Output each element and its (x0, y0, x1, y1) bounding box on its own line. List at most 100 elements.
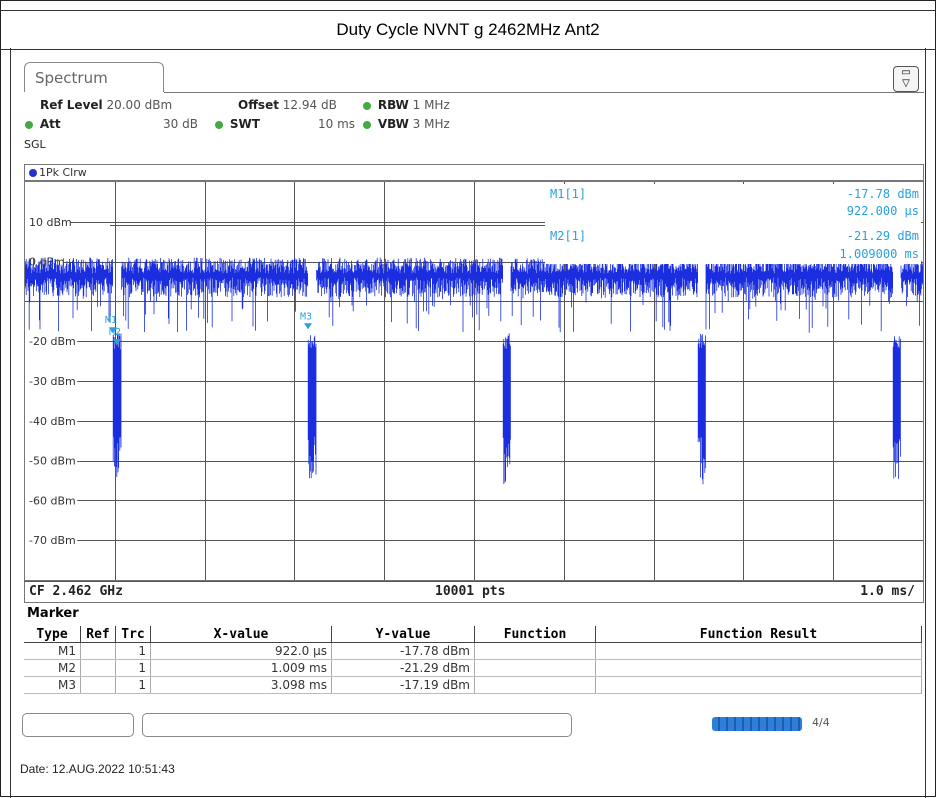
swt-label: SWT (229, 117, 260, 131)
marker-function-result (595, 659, 922, 677)
y-tick-label-bg (25, 452, 78, 467)
marker-type: M3 (24, 676, 81, 694)
page-title: Duty Cycle NVNT g 2462MHz Ant2 (0, 10, 936, 50)
menu-toggle-icon[interactable]: ▭ ▽ (893, 66, 919, 92)
marker-ref (80, 642, 116, 660)
y-tick-label: -50 dBm (29, 455, 76, 468)
ref-level-setting: Ref Level 20.00 dBm (40, 98, 172, 112)
col-y-value: Y-value (331, 626, 475, 643)
marker-readout-text: -17.78 dBm (847, 187, 919, 201)
spectrum-plot[interactable]: 10 dBm 0 dBm -20 dBm -30 dBm -40 dBm -50 dBm -… (24, 181, 924, 581)
offset-label: Offset (238, 98, 279, 112)
col-trc: Trc (115, 626, 151, 643)
marker-readout-text: 1.009000 ms (840, 247, 919, 261)
marker-readout-text: -21.29 dBm (847, 229, 919, 243)
marker-flag-icon (113, 339, 121, 346)
offset-setting: Offset 12.94 dB (238, 98, 337, 112)
vbw-setting: VBW 3 MHz (360, 117, 450, 131)
col-type: Type (24, 626, 81, 643)
att-value: 30 dB (163, 117, 198, 131)
marker-ref (80, 676, 116, 694)
sweep-points: 10001 pts (435, 584, 506, 599)
marker-function-result (595, 676, 922, 694)
offset-value: 12.94 dB (282, 98, 337, 112)
col-function: Function (474, 626, 596, 643)
marker-readout-bg (545, 184, 921, 264)
tab-spectrum[interactable]: Spectrum (24, 62, 164, 92)
marker-label: M3 (300, 311, 312, 322)
status-field-left[interactable] (22, 713, 134, 737)
y-tick-label: -60 dBm (29, 494, 76, 507)
center-frequency: CF 2.462 GHz (29, 584, 123, 599)
marker-table-header: Type Ref Trc X-value Y-value Function Fu… (24, 626, 922, 643)
marker-x-value: 3.098 ms (150, 676, 332, 694)
trace-label: 1Pk Clrw (39, 166, 87, 179)
marker-function-result (595, 642, 922, 660)
marker-function (474, 676, 596, 694)
y-tick-label-bg (25, 492, 78, 507)
table-row[interactable]: M2 1 1.009 ms -21.29 dBm (24, 659, 922, 677)
y-tick-label: -30 dBm (29, 375, 76, 388)
swt-indicator-icon (215, 120, 223, 129)
att-value-group: 30 dB (163, 117, 198, 131)
sweep-mode: SGL (24, 138, 46, 151)
marker-y-value: -17.19 dBm (331, 676, 475, 694)
y-tick-label-bg (25, 412, 78, 427)
table-row[interactable]: M3 1 3.098 ms -17.19 dBm (24, 676, 922, 694)
swt-value-group: 10 ms (318, 117, 355, 131)
y-tick-label-bg (25, 333, 78, 348)
marker-table: Type Ref Trc X-value Y-value Function Fu… (24, 626, 922, 694)
trace-indicator-icon (29, 169, 37, 177)
marker-label: M1 (105, 315, 117, 326)
marker-readout-text: 922.000 µs (847, 204, 919, 218)
frame-left-border (10, 48, 11, 798)
marker-type: M1 (24, 642, 81, 660)
ref-level-label: Ref Level (40, 98, 103, 112)
marker-flag-icon (304, 323, 312, 330)
progress-label: 4/4 (812, 716, 830, 729)
swt-setting: SWT (212, 117, 260, 131)
plot-footer: CF 2.462 GHz 10001 pts 1.0 ms/ (24, 581, 924, 603)
marker-table-title: Marker (27, 606, 79, 621)
att-label: Att (39, 117, 61, 131)
trace-line (25, 257, 923, 485)
y-tick-label: 10 dBm (29, 216, 72, 229)
marker-function (474, 659, 596, 677)
y-tick-label-bg (25, 373, 78, 387)
vbw-value: 3 MHz (412, 117, 450, 131)
marker-trace: 1 (115, 676, 151, 694)
marker-x-value: 1.009 ms (150, 659, 332, 677)
rbw-indicator-icon (363, 101, 371, 110)
frame-right-border (925, 48, 926, 798)
att-indicator-icon (25, 120, 33, 129)
marker-trace: 1 (115, 642, 151, 660)
status-field-message[interactable] (142, 713, 572, 737)
capture-date: Date: 12.AUG.2022 10:51:43 (20, 762, 175, 776)
col-ref: Ref (80, 626, 116, 643)
att-setting: Att (22, 117, 61, 131)
col-x-value: X-value (150, 626, 332, 643)
vbw-indicator-icon (363, 120, 371, 129)
marker-function (474, 642, 596, 660)
marker-trace: 1 (115, 659, 151, 677)
marker-type: M2 (24, 659, 81, 677)
swt-value: 10 ms (318, 117, 356, 131)
tab-divider (164, 92, 924, 93)
marker-ref (80, 659, 116, 677)
marker-y-value: -21.29 dBm (331, 659, 475, 677)
rbw-label: RBW (377, 98, 409, 112)
y-tick-label: -20 dBm (29, 335, 76, 348)
time-per-division: 1.0 ms/ (860, 584, 915, 599)
vbw-label: VBW (377, 117, 409, 131)
y-tick-label-bg (25, 213, 71, 228)
y-tick-label: -70 dBm (29, 534, 76, 547)
col-function-result: Function Result (595, 626, 922, 643)
ref-level-value: 20.00 dBm (106, 98, 173, 112)
table-row[interactable]: M1 1 922.0 µs -17.78 dBm (24, 642, 922, 660)
marker-readout-text: M2[1] (550, 229, 586, 243)
progress-bar (712, 717, 802, 731)
marker-x-value: 922.0 µs (150, 642, 332, 660)
marker-flag-icon (109, 327, 117, 334)
y-tick-label: -40 dBm (29, 415, 76, 428)
